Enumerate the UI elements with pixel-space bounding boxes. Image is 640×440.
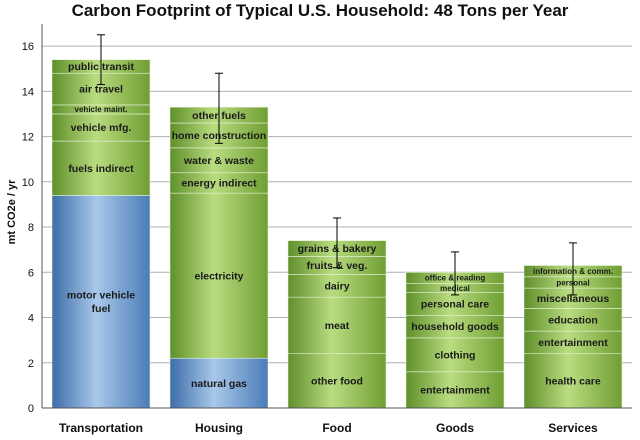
segment-label: fuel: [92, 303, 111, 315]
bar-segment: [405, 371, 505, 409]
x-category-label: Goods: [436, 421, 474, 435]
bar-segment: [51, 195, 151, 409]
y-tick-label: 2: [28, 358, 34, 370]
segment-label: vehicle maint.: [75, 105, 128, 114]
bar-segment: [169, 147, 269, 174]
segment-label: entertainment: [420, 385, 490, 397]
bar-segment: [51, 140, 151, 196]
y-tick-label: 6: [28, 267, 34, 279]
segment-label: motor vehicle: [67, 290, 135, 302]
segment-label: clothing: [435, 350, 476, 362]
segment-label: health care: [545, 376, 601, 388]
x-category-label: Housing: [195, 421, 243, 435]
y-tick-label: 8: [28, 222, 34, 234]
x-category-label: Services: [548, 421, 598, 435]
segment-label: meat: [325, 320, 350, 332]
bar-segment: [51, 113, 151, 142]
segment-label: electricity: [194, 270, 243, 282]
y-tick-label: 16: [22, 41, 34, 53]
bar-segment: [169, 192, 269, 359]
y-tick-label: 10: [22, 177, 34, 189]
bar-segment: [523, 353, 623, 409]
bar-segment: [405, 337, 505, 373]
segment-label: natural gas: [191, 378, 247, 390]
segment-label: water & waste: [183, 155, 254, 167]
segment-label: vehicle mfg.: [71, 122, 132, 134]
segment-label: personal care: [421, 299, 489, 311]
segment-label: miscellaneous: [537, 293, 610, 305]
x-category-label: Transportation: [59, 421, 143, 435]
y-tick-label: 4: [28, 313, 34, 325]
y-tick-label: 12: [22, 132, 34, 144]
segment-label: entertainment: [538, 337, 608, 349]
segment-label: household goods: [411, 321, 499, 333]
segment-label: energy indirect: [181, 178, 257, 190]
segment-label: air travel: [79, 84, 123, 96]
chart-title: Carbon Footprint of Typical U.S. Househo…: [71, 1, 569, 20]
segment-label: dairy: [324, 281, 349, 293]
segment-label: fuels indirect: [68, 163, 134, 175]
segment-label: other food: [311, 376, 363, 388]
y-tick-label: 0: [28, 403, 34, 415]
segment-label: education: [548, 314, 598, 326]
x-category-label: Food: [322, 421, 351, 435]
bar-segment: [169, 357, 269, 409]
bar-segment: [287, 353, 387, 409]
bar-segment: [287, 296, 387, 355]
y-tick-label: 14: [22, 86, 34, 98]
